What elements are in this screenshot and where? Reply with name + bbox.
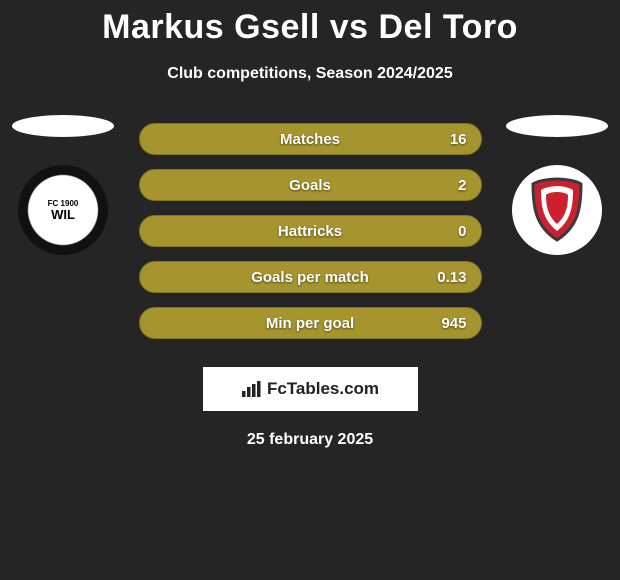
stat-value-right: 945 [441, 315, 466, 332]
stat-row-min-per-goal: Min per goal 945 [139, 307, 482, 339]
subtitle: Club competitions, Season 2024/2025 [0, 65, 620, 83]
stat-label: Hattricks [278, 223, 342, 240]
stat-label: Goals [289, 177, 331, 194]
club-badge-left-text: FC 1900 WIL [48, 200, 79, 221]
stat-value-right: 0.13 [437, 269, 466, 286]
stat-value-right: 0 [458, 223, 466, 240]
comparison-area: FC 1900 WIL Matches 16 Goals 2 [0, 123, 620, 449]
stat-label: Min per goal [266, 315, 354, 332]
bar-chart-icon [241, 380, 261, 398]
player-right-placeholder [506, 115, 608, 137]
stat-value-right: 16 [450, 131, 467, 148]
stat-value-right: 2 [458, 177, 466, 194]
player-right-column [502, 115, 612, 255]
stat-label: Matches [280, 131, 340, 148]
brand-box[interactable]: FcTables.com [203, 367, 418, 411]
stats-list: Matches 16 Goals 2 Hattricks 0 Goals per… [139, 123, 482, 339]
stat-row-hattricks: Hattricks 0 [139, 215, 482, 247]
player-left-placeholder [12, 115, 114, 137]
stat-row-goals: Goals 2 [139, 169, 482, 201]
club-badge-left: FC 1900 WIL [18, 165, 108, 255]
shield-icon [528, 176, 586, 244]
stat-row-goals-per-match: Goals per match 0.13 [139, 261, 482, 293]
stat-row-matches: Matches 16 [139, 123, 482, 155]
player-left-column: FC 1900 WIL [8, 115, 118, 255]
club-badge-right [512, 165, 602, 255]
brand-text: FcTables.com [267, 379, 379, 399]
page-title: Markus Gsell vs Del Toro [0, 0, 620, 47]
stat-label: Goals per match [251, 269, 369, 286]
date-text: 25 february 2025 [0, 431, 620, 449]
